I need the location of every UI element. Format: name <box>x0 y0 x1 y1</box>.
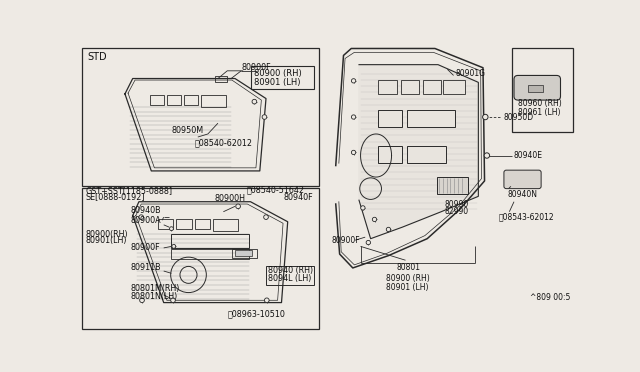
Bar <box>195 219 210 230</box>
Text: Ⓝ08963-10510: Ⓝ08963-10510 <box>227 310 285 319</box>
Bar <box>528 85 543 92</box>
Text: 80990: 80990 <box>444 199 468 209</box>
Bar <box>167 95 180 106</box>
Bar <box>172 234 249 248</box>
Bar <box>407 110 455 127</box>
Text: 80950M: 80950M <box>172 126 204 135</box>
Bar <box>378 146 402 163</box>
Bar <box>157 219 173 230</box>
Circle shape <box>171 298 175 302</box>
Circle shape <box>483 114 488 120</box>
Text: 80801M(RH): 80801M(RH) <box>131 284 180 293</box>
Circle shape <box>484 153 490 158</box>
Bar <box>150 95 164 106</box>
Bar <box>184 95 198 106</box>
Bar <box>378 80 397 94</box>
Bar <box>401 80 419 94</box>
Bar <box>266 266 314 285</box>
Text: 80901 (LH): 80901 (LH) <box>386 283 429 292</box>
Text: 80960 (RH): 80960 (RH) <box>518 99 562 108</box>
Text: 80900F: 80900F <box>332 236 360 245</box>
Text: 80900 (RH): 80900 (RH) <box>254 68 302 78</box>
Circle shape <box>264 215 268 219</box>
Bar <box>176 219 191 230</box>
Circle shape <box>140 298 145 302</box>
Bar <box>407 146 446 163</box>
Text: 80940N: 80940N <box>508 189 538 199</box>
Text: 80940B: 80940B <box>131 206 161 215</box>
Circle shape <box>236 204 241 209</box>
Circle shape <box>351 150 356 155</box>
Circle shape <box>170 227 173 231</box>
Circle shape <box>139 215 143 219</box>
Text: Ⓝ08540-62012: Ⓝ08540-62012 <box>195 139 253 148</box>
Text: 8094L (LH): 8094L (LH) <box>268 274 311 283</box>
Text: 80901 (LH): 80901 (LH) <box>254 78 301 87</box>
Text: 80900A: 80900A <box>131 217 161 225</box>
Circle shape <box>351 78 356 83</box>
Text: 80900 (RH): 80900 (RH) <box>386 274 430 283</box>
Text: 80940 (RH): 80940 (RH) <box>268 266 313 275</box>
Bar <box>83 188 319 329</box>
Bar <box>422 80 441 94</box>
FancyBboxPatch shape <box>504 170 541 189</box>
Bar <box>250 66 314 89</box>
Text: GST+SST[1185-0888]: GST+SST[1185-0888] <box>85 186 173 195</box>
Bar <box>201 95 226 107</box>
Circle shape <box>366 240 371 245</box>
Bar <box>235 250 252 256</box>
Text: 80801N(LH): 80801N(LH) <box>131 292 178 301</box>
Text: SE[0888-0192]: SE[0888-0192] <box>85 192 145 201</box>
Text: 80900F: 80900F <box>131 243 160 251</box>
Bar <box>172 250 249 260</box>
Circle shape <box>387 227 390 232</box>
Text: STD: STD <box>88 52 108 62</box>
Circle shape <box>252 99 257 104</box>
Text: 80950D: 80950D <box>503 112 533 122</box>
Text: 80900H: 80900H <box>215 194 246 203</box>
Bar <box>378 110 402 127</box>
FancyBboxPatch shape <box>514 76 561 100</box>
Text: 80940E: 80940E <box>514 151 543 160</box>
Text: 80801: 80801 <box>396 263 420 272</box>
Bar <box>83 48 319 186</box>
Text: 80900F: 80900F <box>241 63 271 72</box>
Circle shape <box>172 244 176 248</box>
Circle shape <box>372 217 377 222</box>
Bar <box>436 177 467 194</box>
Bar <box>232 249 257 258</box>
Circle shape <box>351 115 356 119</box>
Text: 80961 (LH): 80961 (LH) <box>518 108 561 117</box>
Text: 80940F: 80940F <box>283 193 313 202</box>
Text: 80901G: 80901G <box>455 70 485 78</box>
Text: Ⓝ08540-51642: Ⓝ08540-51642 <box>246 186 305 195</box>
Text: 80911B: 80911B <box>131 263 161 272</box>
Bar <box>513 48 573 132</box>
Polygon shape <box>359 65 478 239</box>
Text: Ⓝ08543-62012: Ⓝ08543-62012 <box>499 213 554 222</box>
Circle shape <box>264 298 269 302</box>
Circle shape <box>361 206 365 210</box>
Text: 82990: 82990 <box>444 207 468 216</box>
Text: 80900(RH): 80900(RH) <box>85 230 128 238</box>
Bar <box>215 76 227 82</box>
Bar <box>213 219 238 231</box>
Text: ^809 00:5: ^809 00:5 <box>529 293 570 302</box>
Circle shape <box>262 115 267 119</box>
Text: 80901(LH): 80901(LH) <box>85 237 127 246</box>
Bar <box>444 80 465 94</box>
